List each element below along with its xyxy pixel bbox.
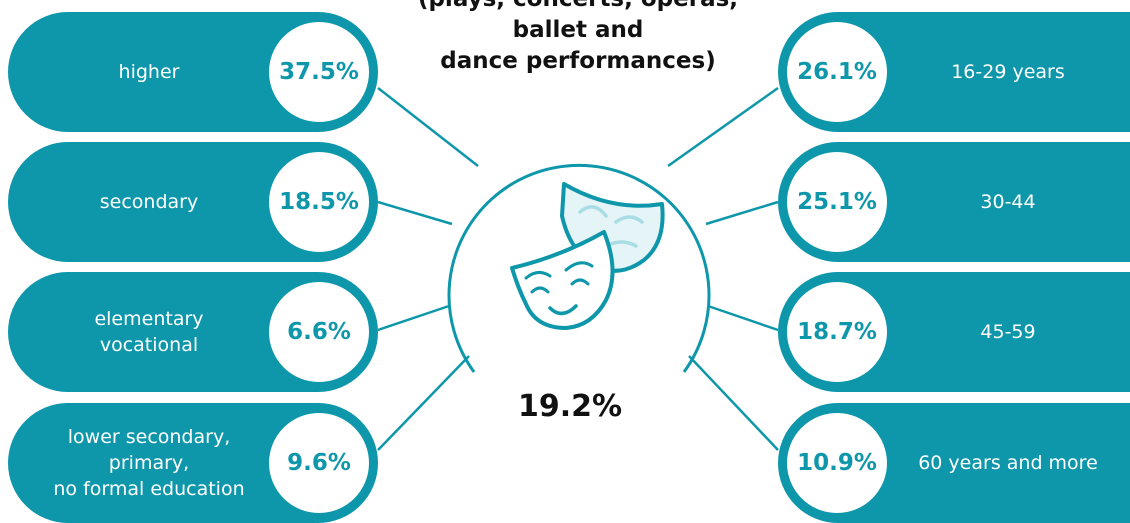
age-label: 30-44 <box>980 191 1036 213</box>
age-value: 18.7% <box>784 279 890 385</box>
theater-masks-icon <box>510 182 665 330</box>
education-label: lower secondary, primary, no formal educ… <box>53 426 245 500</box>
education-value: 6.6% <box>266 279 372 385</box>
age-item-16-29: 26.1% 16-29 years <box>778 12 1130 132</box>
education-label: higher <box>118 61 180 83</box>
total-value: 19.2% <box>517 389 623 424</box>
age-label: 60 years and more <box>918 452 1098 474</box>
age-label: 45-59 <box>980 321 1036 343</box>
center-ring <box>447 163 711 373</box>
age-value: 25.1% <box>784 149 890 255</box>
diagram-title: (plays, concerts, operas, ballet and dan… <box>418 0 738 74</box>
age-value: 26.1% <box>784 19 890 125</box>
age-value: 10.9% <box>784 410 890 516</box>
education-item-lower-secondary: lower secondary, primary, no formal educ… <box>8 403 378 523</box>
education-value: 18.5% <box>266 149 372 255</box>
age-item-45-59: 18.7% 45-59 <box>778 272 1130 392</box>
education-item-elementary-vocational: elementary vocational 6.6% <box>8 272 378 392</box>
age-item-60-plus: 10.9% 60 years and more <box>778 403 1130 523</box>
education-label: elementary vocational <box>94 308 204 356</box>
education-item-secondary: secondary 18.5% <box>8 142 378 262</box>
education-item-higher: higher 37.5% <box>8 12 378 132</box>
age-item-30-44: 25.1% 30-44 <box>778 142 1130 262</box>
education-value: 37.5% <box>266 19 372 125</box>
age-label: 16-29 years <box>951 61 1065 83</box>
education-label: secondary <box>99 191 199 213</box>
education-value: 9.6% <box>266 410 372 516</box>
